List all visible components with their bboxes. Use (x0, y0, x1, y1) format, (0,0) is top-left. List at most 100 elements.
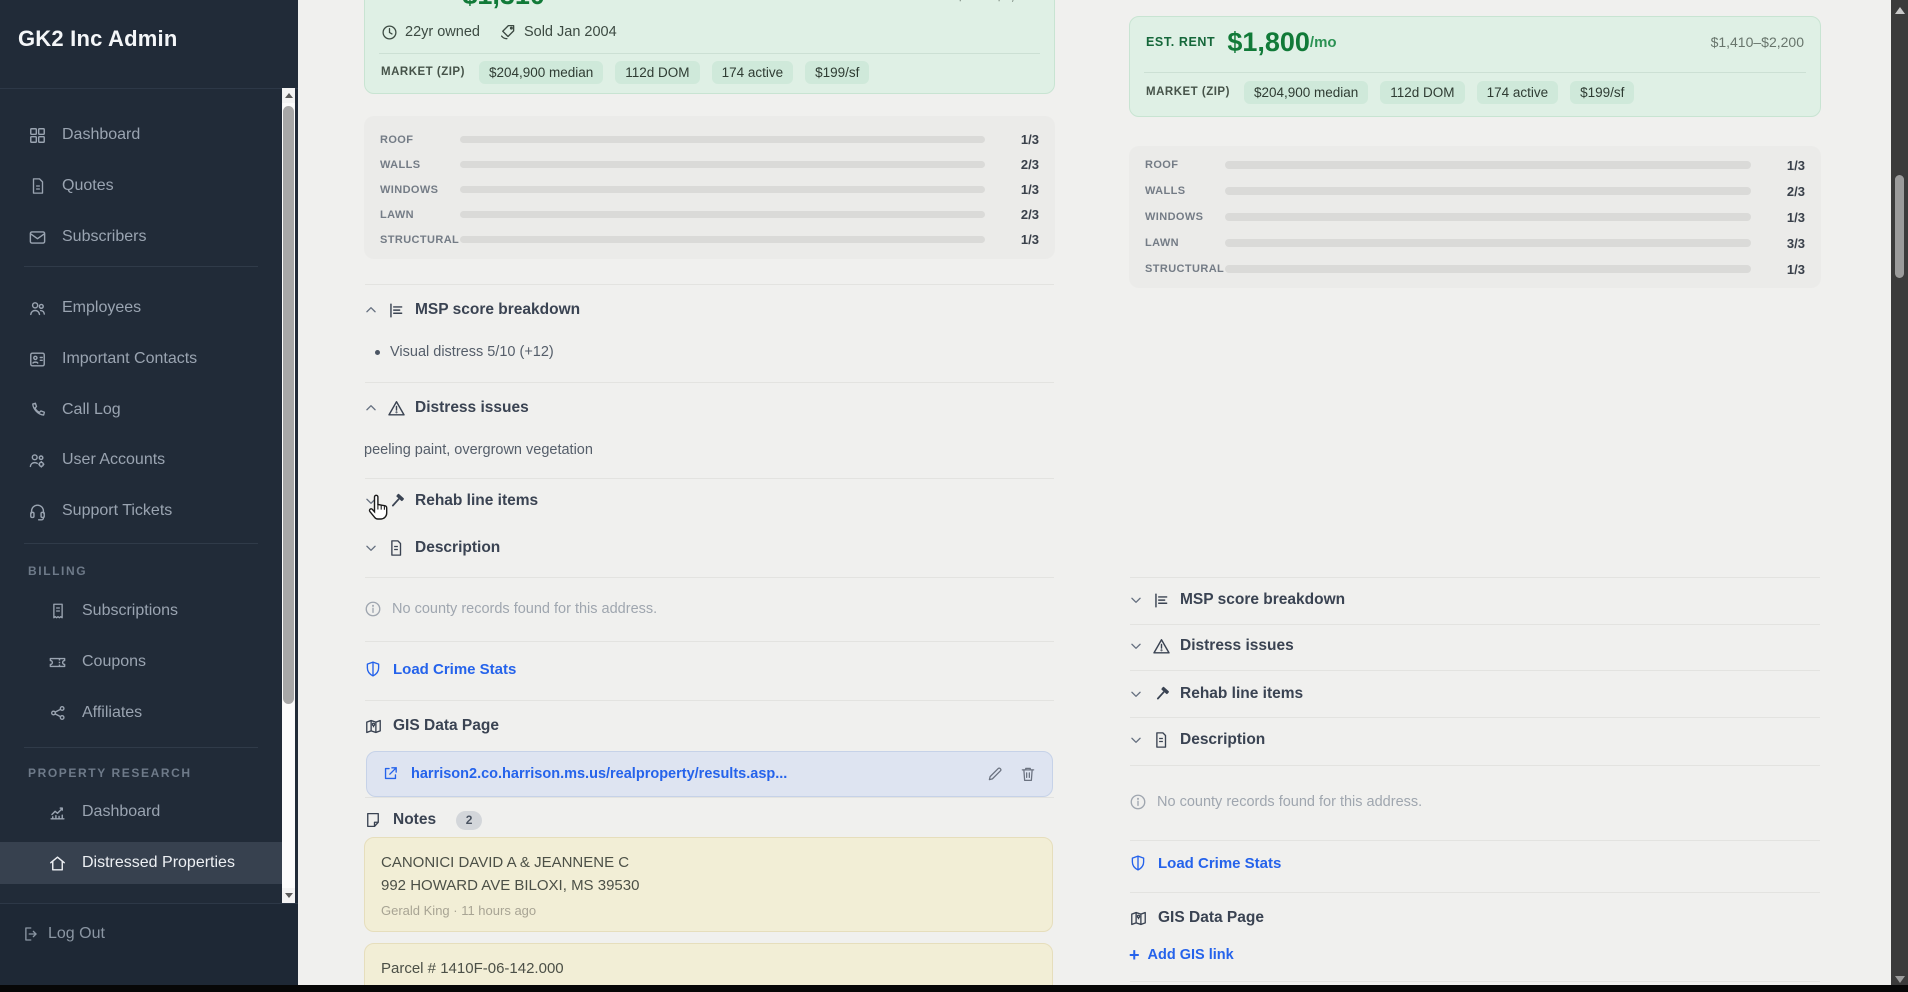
info-circle-icon (1129, 793, 1148, 812)
sidebar-item-dashboard[interactable]: Dashboard (0, 114, 282, 156)
section-rehab-line-items[interactable]: Rehab line items (364, 485, 1055, 517)
clock-icon (381, 24, 398, 41)
est-rent-suffix: /mo (545, 0, 572, 4)
section-msp-breakdown[interactable]: MSP score breakdown (1129, 584, 1821, 616)
mouse-cursor (368, 493, 394, 526)
condition-row: WALLS 2/3 (1129, 178, 1821, 204)
bar-chart-icon (1152, 591, 1171, 610)
rent-summary-card: EST. RENT $1,800 /mo $1,410–$2,200 MARKE… (1129, 16, 1821, 117)
section-divider (365, 577, 1054, 578)
condition-scores-panel: ROOF 1/3 WALLS 2/3 WINDOWS 1/3 L (364, 116, 1055, 259)
map-pin-icon (364, 717, 383, 736)
page-scrollbar[interactable] (1891, 0, 1908, 992)
sidebar-item-employees[interactable]: Employees (0, 287, 282, 329)
section-distress-issues[interactable]: Distress issues (1129, 630, 1821, 662)
trash-icon[interactable] (1019, 765, 1037, 783)
sidebar-item-call-log[interactable]: Call Log (0, 389, 282, 431)
est-rent-row: EST. RENT $1,800 /mo $1,410–$2,200 (1146, 26, 1804, 58)
sidebar-item-property-dashboard[interactable]: Dashboard (0, 791, 282, 833)
distress-issues-text: peeling paint, overgrown vegetation (364, 442, 593, 458)
rent-range: $850–$1,760 (956, 0, 1038, 3)
sidebar-item-important-contacts[interactable]: Important Contacts (0, 338, 282, 380)
condition-bar-track (1225, 265, 1751, 273)
section-divider (1130, 892, 1820, 893)
info-circle-icon (364, 600, 383, 619)
sidebar-scroll-thumb[interactable] (283, 106, 294, 704)
sold-text: Sold Jan 2004 (523, 24, 617, 40)
sidebar-item-support-tickets[interactable]: Support Tickets (0, 490, 282, 532)
load-crime-stats-link[interactable]: Load Crime Stats (364, 653, 1055, 685)
card-divider (1144, 72, 1806, 73)
sidebar-item-quotes[interactable]: Quotes (0, 165, 282, 207)
scroll-down-arrow-icon[interactable] (1895, 976, 1905, 983)
est-rent-label: EST. RENT (1146, 35, 1216, 49)
chevron-down-icon (1129, 687, 1143, 701)
section-divider (1130, 624, 1820, 625)
chevron-down-icon (1129, 733, 1143, 747)
sidebar-item-label: Coupons (82, 653, 147, 670)
window-bottom-edge (0, 985, 1908, 992)
section-description[interactable]: Description (1129, 724, 1821, 756)
sidebar-item-subscriptions[interactable]: Subscriptions (0, 590, 282, 632)
chevron-up-icon (364, 303, 378, 317)
section-divider (1130, 765, 1820, 766)
pencil-icon[interactable] (986, 765, 1004, 783)
sidebar-scroll-down-button[interactable] (282, 888, 295, 903)
condition-label: WINDOWS (1145, 211, 1204, 223)
sidebar-scroll-up-button[interactable] (282, 88, 295, 103)
scroll-up-arrow-icon[interactable] (1895, 7, 1905, 14)
sidebar-item-subscribers[interactable]: Subscribers (0, 216, 282, 258)
sidebar-item-distressed-properties[interactable]: Distressed Properties (0, 842, 282, 884)
note-meta: Gerald King · 11 hours ago (381, 903, 537, 918)
condition-label: STRUCTURAL (1145, 263, 1225, 275)
ticket-icon (48, 653, 67, 672)
sidebar-item-coupons[interactable]: Coupons (0, 641, 282, 683)
market-label: MARKET (ZIP) (381, 66, 465, 78)
section-description[interactable]: Description (364, 532, 1055, 564)
section-divider (1130, 670, 1820, 671)
envelope-icon (28, 228, 47, 247)
condition-score: 2/3 (1020, 157, 1039, 172)
condition-row: WINDOWS 1/3 (364, 177, 1055, 202)
chevron-down-icon (1129, 639, 1143, 653)
section-rehab-line-items[interactable]: Rehab line items (1129, 678, 1821, 710)
condition-score: 1/3 (1020, 182, 1039, 197)
condition-row: STRUCTURAL 1/3 (1129, 256, 1821, 282)
document-icon (28, 177, 47, 196)
warning-triangle-icon (387, 399, 406, 418)
property-card-right: EST. RENT $1,800 /mo $1,410–$2,200 MARKE… (1129, 0, 1821, 992)
gis-data-page-header: GIS Data Page (1129, 902, 1821, 934)
receipt-icon (48, 602, 67, 621)
msp-breakdown-item: Visual distress 5/10 (+12) (364, 336, 1055, 368)
section-distress-issues[interactable]: Distress issues (364, 392, 1055, 424)
condition-label: LAWN (1145, 237, 1179, 249)
condition-scores-panel: ROOF 1/3 WALLS 2/3 WINDOWS 1/3 L (1129, 146, 1821, 288)
condition-score: 1/3 (1020, 232, 1039, 247)
sidebar-item-label: Dashboard (82, 803, 161, 820)
sidebar-divider (24, 543, 258, 544)
gis-link-actions (986, 765, 1037, 783)
section-msp-breakdown[interactable]: MSP score breakdown (364, 294, 1055, 326)
logout-button[interactable]: Log Out (20, 924, 105, 943)
market-badge: $204,900 median (1243, 80, 1369, 104)
triangle-up-icon (284, 93, 293, 98)
sidebar-item-user-accounts[interactable]: User Accounts (0, 439, 282, 481)
sidebar-item-label: Call Log (62, 401, 121, 418)
condition-row: LAWN 2/3 (364, 202, 1055, 227)
sidebar-scrollbar[interactable] (282, 88, 295, 903)
page-scroll-thumb[interactable] (1895, 175, 1904, 278)
note-card[interactable]: CANONICI DAVID A & JEANNENE C 992 HOWARD… (364, 837, 1053, 932)
sidebar-item-label: Distressed Properties (82, 854, 235, 871)
chevron-down-icon (1129, 593, 1143, 607)
ownership-row: 22yr owned Sold Jan 2004 (381, 16, 1038, 48)
logout-icon (20, 924, 39, 943)
add-gis-link-button[interactable]: + Add GIS link (1129, 945, 1234, 965)
gis-link-url[interactable]: harrison2.co.harrison.ms.us/realproperty… (411, 766, 788, 782)
condition-label: WALLS (1145, 185, 1186, 197)
load-crime-stats-link[interactable]: Load Crime Stats (1129, 847, 1821, 879)
gis-link-pill[interactable]: harrison2.co.harrison.ms.us/realproperty… (366, 751, 1053, 797)
sidebar-item-affiliates[interactable]: Affiliates (0, 692, 282, 734)
note-text-line: 992 HOWARD AVE BILOXI, MS 39530 (381, 877, 640, 894)
plus-icon: + (1129, 945, 1140, 965)
sidebar-item-label: Subscribers (62, 228, 147, 245)
